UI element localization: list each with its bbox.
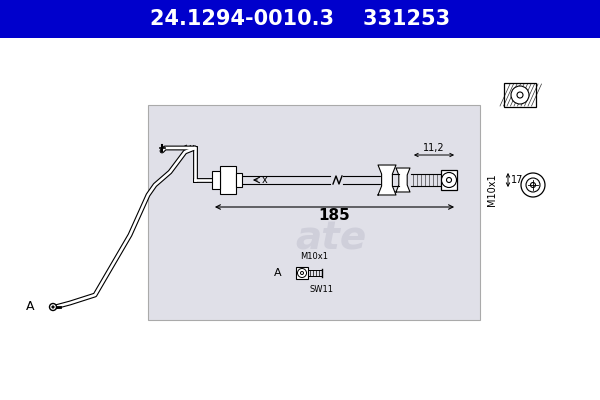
- Text: ate: ate: [295, 219, 366, 257]
- Bar: [212, 171, 220, 189]
- Bar: [148, 105, 480, 320]
- Text: 11,2: 11,2: [423, 143, 445, 153]
- Circle shape: [517, 92, 523, 98]
- Circle shape: [511, 86, 529, 104]
- Bar: [0, 0, 600, 38]
- Polygon shape: [396, 168, 410, 192]
- Text: A: A: [274, 268, 282, 278]
- Polygon shape: [378, 165, 396, 195]
- Circle shape: [526, 178, 540, 192]
- Text: 185: 185: [319, 208, 350, 223]
- Bar: [220, 166, 236, 194]
- Circle shape: [52, 306, 54, 308]
- Text: x: x: [262, 175, 268, 185]
- Text: 24.1294-0010.3    331253: 24.1294-0010.3 331253: [150, 9, 450, 29]
- Bar: [296, 267, 308, 279]
- Circle shape: [530, 182, 536, 188]
- Text: M10x1: M10x1: [300, 252, 328, 261]
- Text: A: A: [26, 300, 34, 314]
- Text: 17,8: 17,8: [511, 175, 533, 185]
- Circle shape: [521, 173, 545, 197]
- Text: SW11: SW11: [310, 285, 334, 294]
- Bar: [441, 170, 457, 190]
- Text: x: x: [189, 143, 195, 153]
- Circle shape: [446, 178, 452, 182]
- Circle shape: [49, 304, 56, 310]
- Circle shape: [301, 272, 304, 274]
- Text: M10x1: M10x1: [487, 174, 497, 206]
- Bar: [236, 173, 242, 187]
- Circle shape: [298, 268, 307, 278]
- Bar: [504, 83, 536, 107]
- Circle shape: [442, 172, 457, 188]
